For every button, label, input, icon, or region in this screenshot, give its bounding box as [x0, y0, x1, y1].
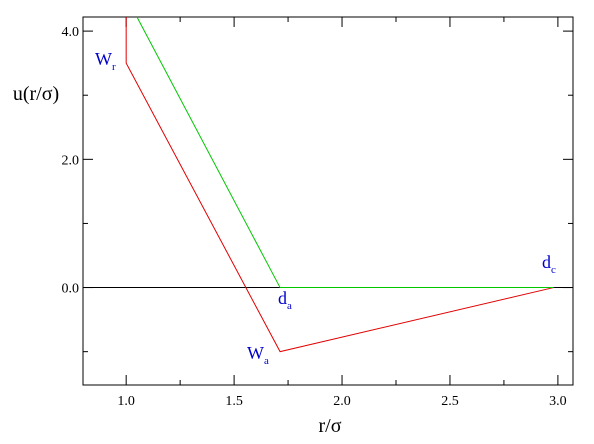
y-tick-label: 0.0 — [62, 282, 80, 297]
x-tick-label: 1.0 — [117, 394, 135, 409]
annotation: Wa — [247, 343, 269, 367]
y-axis-label: u(r/σ) — [13, 83, 59, 105]
annotation-sub: a — [264, 355, 269, 367]
y-tick-label: 4.0 — [62, 25, 80, 40]
x-tick-label: 2.0 — [333, 394, 351, 409]
series-line — [125, 17, 554, 353]
annotation-sub: r — [112, 61, 116, 73]
x-tick-label: 2.5 — [441, 394, 459, 409]
x-tick-label: 1.5 — [225, 394, 243, 409]
x-axis-label: r/σ — [319, 415, 342, 437]
y-tick-label: 2.0 — [62, 153, 80, 168]
annotation-text: W — [95, 49, 112, 69]
plot-frame — [82, 16, 574, 386]
x-tick-label: 3.0 — [549, 394, 567, 409]
annotation-text: d — [278, 288, 287, 308]
annotation-text: W — [247, 343, 264, 363]
annotation-sub: a — [287, 300, 292, 312]
series-line — [136, 16, 554, 289]
annotation: da — [278, 288, 292, 312]
annotation: dc — [542, 252, 556, 276]
annotation-sub: c — [551, 264, 556, 276]
annotation: Wr — [95, 49, 116, 73]
annotation-text: d — [542, 252, 551, 272]
